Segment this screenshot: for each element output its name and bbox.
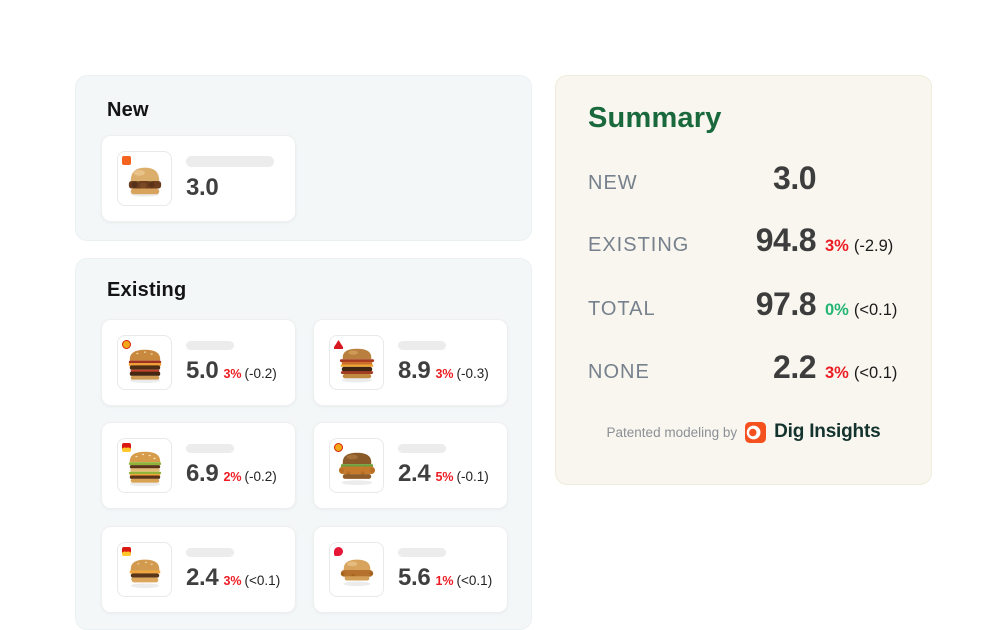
score-value: 5.0 [186, 356, 219, 384]
summary-panel: Summary NEW 3.0 EXISTING 94.8 3% (-2.9) … [555, 75, 932, 485]
product-thumbnail [117, 542, 172, 597]
brand-logo-icon [122, 340, 131, 349]
product-card[interactable]: 5.6 1% (<0.1) [313, 526, 508, 613]
product-info: 3.0 [186, 136, 274, 221]
dig-insights-wordmark: Dig Insights [774, 421, 881, 442]
summary-percent-change: 3% [825, 237, 849, 255]
product-card[interactable]: 8.9 3% (-0.3) [313, 319, 508, 406]
product-info: 2.4 5% (-0.1) [398, 423, 489, 508]
product-info: 8.9 3% (-0.3) [398, 320, 489, 405]
percent-change: 1% [435, 573, 454, 588]
summary-title: Summary [588, 102, 722, 134]
summary-value: 2.2 [773, 349, 816, 385]
product-card-new[interactable]: 3.0 [101, 135, 296, 222]
dig-insights-logo-icon [745, 421, 767, 443]
product-name-placeholder [398, 340, 446, 350]
score-value: 6.9 [186, 459, 219, 487]
summary-row-existing: EXISTING 94.8 3% (-2.9) [588, 222, 908, 259]
footer-attribution-text: Patented modeling by [606, 424, 738, 440]
product-card[interactable]: 6.9 2% (-0.2) [101, 422, 296, 509]
product-card[interactable]: 5.0 3% (-0.2) [101, 319, 296, 406]
product-name-placeholder [186, 155, 274, 167]
percent-change: 3% [435, 366, 454, 381]
summary-row-new: NEW 3.0 [588, 160, 908, 197]
summary-footer: Patented modeling by Dig Insights [556, 421, 931, 443]
summary-percent-change: 3% [825, 364, 849, 382]
product-info: 5.6 1% (<0.1) [398, 527, 492, 612]
product-thumbnail [329, 542, 384, 597]
summary-absolute-change: (<0.1) [853, 364, 898, 382]
absolute-change: (-0.1) [456, 468, 489, 484]
percent-change: 5% [435, 469, 454, 484]
brand-logo-icon [122, 156, 131, 165]
burger-image-icon [128, 167, 162, 197]
score-value: 5.6 [398, 563, 431, 591]
absolute-change: (-0.3) [456, 365, 489, 381]
absolute-change: (<0.1) [456, 572, 493, 588]
product-info: 2.4 3% (<0.1) [186, 527, 280, 612]
product-card[interactable]: 2.4 5% (-0.1) [313, 422, 508, 509]
summary-absolute-change: (-2.9) [853, 237, 894, 255]
summary-label: NEW [588, 172, 638, 194]
brand-logo-icon [334, 443, 343, 452]
product-thumbnail [117, 151, 172, 206]
new-products-panel: New 3.0 [75, 75, 532, 241]
burger-image-icon [128, 349, 162, 383]
score-value: 3.0 [186, 173, 219, 201]
absolute-change: (-0.2) [244, 468, 277, 484]
brand-logo-icon [334, 340, 343, 349]
existing-products-panel: Existing 5.0 3% (-0.2) 8.9 3% (-0.3) [75, 258, 532, 630]
brand-logo-icon [122, 547, 131, 556]
summary-percent-change: 0% [825, 301, 849, 319]
burger-image-icon [339, 348, 375, 383]
summary-row-none: NONE 2.2 3% (<0.1) [588, 349, 908, 386]
burger-image-icon [338, 452, 376, 486]
summary-value: 3.0 [773, 160, 816, 196]
product-info: 6.9 2% (-0.2) [186, 423, 277, 508]
product-name-placeholder [186, 443, 234, 453]
burger-image-icon [128, 451, 162, 486]
brand-logo-icon [334, 547, 343, 556]
absolute-change: (<0.1) [244, 572, 281, 588]
summary-label: EXISTING [588, 234, 690, 256]
percent-change: 3% [223, 366, 242, 381]
product-card[interactable]: 2.4 3% (<0.1) [101, 526, 296, 613]
summary-value: 97.8 [755, 286, 817, 322]
product-name-placeholder [186, 340, 234, 350]
product-name-placeholder [398, 547, 446, 557]
percent-change: 2% [223, 469, 242, 484]
score-value: 8.9 [398, 356, 431, 384]
score-value: 2.4 [186, 563, 219, 591]
summary-absolute-change: (<0.1) [853, 301, 898, 319]
burger-image-icon [340, 559, 374, 587]
product-name-placeholder [398, 443, 446, 453]
existing-panel-title: Existing [107, 279, 187, 301]
product-info: 5.0 3% (-0.2) [186, 320, 277, 405]
summary-row-total: TOTAL 97.8 0% (<0.1) [588, 286, 908, 323]
new-panel-title: New [107, 99, 149, 121]
brand-logo-icon [122, 443, 131, 452]
score-value: 2.4 [398, 459, 431, 487]
summary-label: TOTAL [588, 298, 656, 320]
percent-change: 3% [223, 573, 242, 588]
product-name-placeholder [186, 547, 234, 557]
summary-label: NONE [588, 361, 650, 383]
product-thumbnail [117, 438, 172, 493]
summary-value: 94.8 [755, 222, 817, 258]
burger-image-icon [129, 559, 161, 589]
product-thumbnail [329, 438, 384, 493]
product-thumbnail [117, 335, 172, 390]
absolute-change: (-0.2) [244, 365, 277, 381]
product-thumbnail [329, 335, 384, 390]
